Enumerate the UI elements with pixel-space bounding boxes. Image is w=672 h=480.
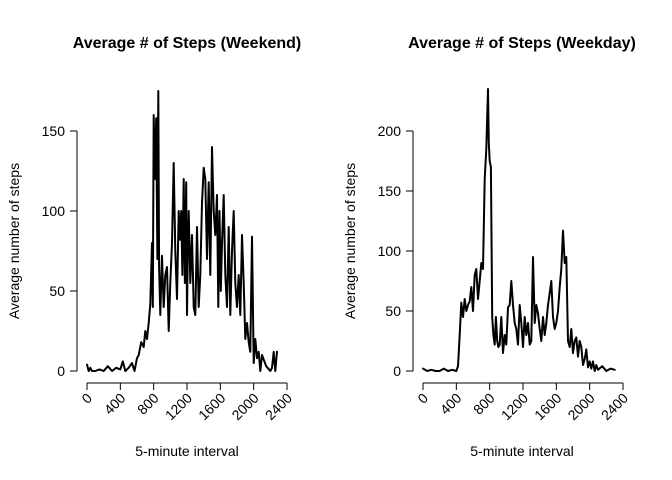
panel-weekday: Average # of Steps (Weekday) 5-minute in… (342, 35, 636, 459)
x-axis-label: 5-minute interval (135, 443, 239, 459)
x-tick-label: 1200 (162, 390, 195, 423)
x-tick-label: 400 (437, 390, 465, 418)
plot-area (422, 88, 616, 372)
y-tick-label: 0 (57, 363, 65, 379)
y-tick-label: 0 (393, 363, 401, 379)
x-tick-label: 2000 (228, 390, 261, 423)
y-tick-label: 100 (42, 203, 66, 219)
chart-title: Average # of Steps (Weekday) (408, 35, 636, 52)
y-tick-label: 150 (378, 183, 402, 199)
y-axis-label: Average number of steps (342, 163, 358, 319)
ticks: 0 400 800 1200 1600 2000 2400 0 50 100 150 (42, 123, 296, 423)
series-line (422, 88, 616, 372)
x-tick-label: 0 (78, 390, 95, 407)
y-tick-label: 150 (42, 123, 66, 139)
x-tick-label: 800 (470, 390, 498, 418)
x-tick-label: 2400 (598, 390, 631, 423)
y-tick-label: 100 (378, 243, 402, 259)
x-tick-label: 0 (414, 390, 431, 407)
x-tick-label: 2000 (564, 390, 597, 423)
series-line (86, 90, 278, 372)
x-axis-label: 5-minute interval (470, 443, 574, 459)
x-tick-label: 1600 (195, 390, 228, 423)
panel-weekend: Average # of Steps (Weekend) 5-minute in… (6, 35, 301, 459)
x-tick-label: 1200 (498, 390, 531, 423)
y-tick-label: 50 (49, 283, 65, 299)
x-tick-label: 2400 (262, 390, 295, 423)
x-tick-label: 800 (134, 390, 162, 418)
y-tick-label: 200 (378, 123, 402, 139)
x-tick-label: 400 (101, 390, 129, 418)
y-tick-label: 50 (385, 303, 401, 319)
y-axis-label: Average number of steps (6, 163, 22, 319)
ticks: 0 400 800 1200 1600 2000 2400 0 50 100 150 200 (378, 123, 632, 423)
x-tick-label: 1600 (531, 390, 564, 423)
plot-area (86, 90, 278, 372)
chart-title: Average # of Steps (Weekend) (73, 35, 302, 52)
